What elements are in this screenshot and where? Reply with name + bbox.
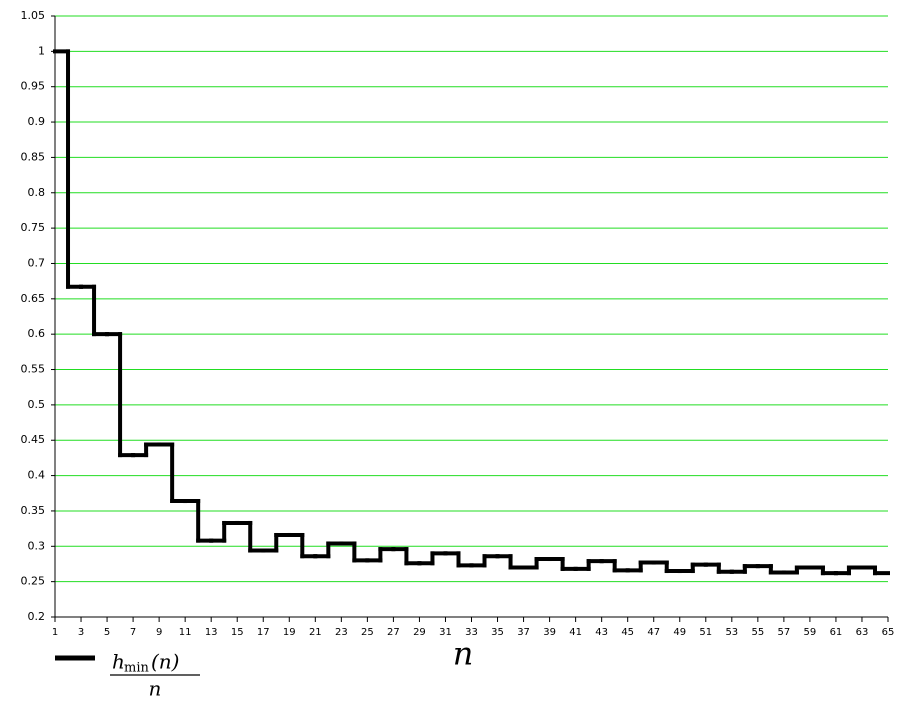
x-tick-label: 37 bbox=[517, 627, 530, 638]
x-tick-label: 65 bbox=[882, 627, 895, 638]
x-tick-label: 49 bbox=[673, 627, 686, 638]
x-tick-label: 19 bbox=[283, 627, 296, 638]
x-tick-label: 55 bbox=[751, 627, 764, 638]
x-tick-label: 1 bbox=[52, 627, 58, 638]
legend-denominator: n bbox=[149, 677, 162, 701]
x-tick-label: 29 bbox=[413, 627, 426, 638]
y-tick-label: 0.65 bbox=[21, 292, 46, 305]
x-tick-label: 47 bbox=[647, 627, 660, 638]
y-tick-label: 0.55 bbox=[21, 363, 46, 376]
legend-numerator-rest: (n) bbox=[151, 650, 180, 674]
y-tick-label: 0.75 bbox=[21, 221, 46, 234]
x-tick-label: 11 bbox=[179, 627, 192, 638]
x-tick-label: 35 bbox=[491, 627, 504, 638]
y-tick-label: 0.35 bbox=[21, 504, 46, 517]
x-tick-label: 43 bbox=[595, 627, 608, 638]
x-tick-label: 7 bbox=[130, 627, 136, 638]
y-tick-label: 0.3 bbox=[28, 539, 46, 552]
y-tick-label: 0.85 bbox=[21, 150, 46, 163]
y-tick-label: 0.45 bbox=[21, 433, 46, 446]
x-tick-label: 25 bbox=[361, 627, 374, 638]
x-tick-label: 45 bbox=[621, 627, 634, 638]
legend-numerator-sub: min bbox=[124, 661, 149, 676]
y-tick-label: 1 bbox=[38, 44, 45, 57]
x-tick-label: 3 bbox=[78, 627, 84, 638]
x-tick-label: 51 bbox=[699, 627, 712, 638]
x-tick-label: 59 bbox=[804, 627, 817, 638]
x-tick-label: 53 bbox=[725, 627, 738, 638]
x-tick-label: 39 bbox=[543, 627, 556, 638]
y-tick-label: 0.4 bbox=[28, 469, 46, 482]
x-tick-label: 21 bbox=[309, 627, 322, 638]
x-tick-label: 5 bbox=[104, 627, 110, 638]
y-tick-label: 0.8 bbox=[28, 186, 46, 199]
legend-numerator-base: h bbox=[112, 650, 125, 674]
x-tick-label: 41 bbox=[569, 627, 582, 638]
x-axis-label: n bbox=[453, 635, 474, 673]
y-tick-label: 0.7 bbox=[28, 256, 46, 269]
y-tick-label: 0.25 bbox=[21, 575, 46, 588]
x-tick-label: 31 bbox=[439, 627, 452, 638]
y-tick-label: 0.5 bbox=[28, 398, 46, 411]
x-tick-label: 27 bbox=[387, 627, 400, 638]
x-tick-label: 23 bbox=[335, 627, 348, 638]
x-tick-label: 15 bbox=[231, 627, 244, 638]
y-tick-label: 0.9 bbox=[28, 115, 46, 128]
x-tick-label: 61 bbox=[830, 627, 843, 638]
x-tick-label: 9 bbox=[156, 627, 162, 638]
x-tick-label: 63 bbox=[856, 627, 869, 638]
y-tick-label: 0.95 bbox=[21, 80, 46, 93]
x-tick-label: 57 bbox=[778, 627, 791, 638]
x-tick-label: 13 bbox=[205, 627, 218, 638]
y-tick-label: 1.05 bbox=[21, 9, 46, 22]
x-tick-label: 17 bbox=[257, 627, 270, 638]
x-tick-label: 33 bbox=[465, 627, 478, 638]
y-tick-label: 0.2 bbox=[28, 610, 46, 623]
y-tick-label: 0.6 bbox=[28, 327, 46, 340]
